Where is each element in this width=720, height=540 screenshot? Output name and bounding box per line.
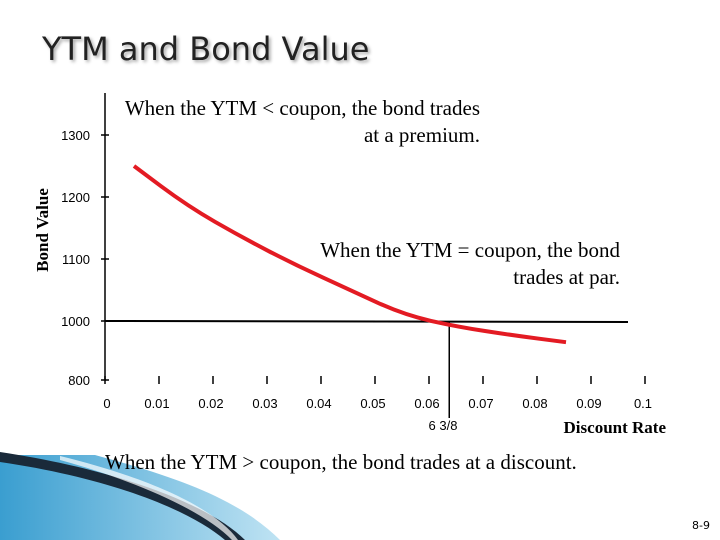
slide-title: YTM and Bond Value: [42, 30, 370, 68]
y-tick-labels: 800 1000 1100 1200 1300: [61, 128, 109, 388]
x-tick-label: 0.08: [522, 396, 547, 411]
coupon-rate-label: 6 3/8: [429, 418, 458, 433]
x-tick-label: 0.03: [252, 396, 277, 411]
x-tick-labels: 0 0.01 0.02 0.03 0.04 0.05 0.06 0.07 0.08 0.09 0.1: [103, 376, 652, 411]
y-tick-label: 1100: [62, 252, 90, 267]
x-tick-label: 0.02: [198, 396, 223, 411]
x-tick-label: 0.1: [634, 396, 652, 411]
y-axis-label: Bond Value: [33, 188, 52, 272]
reference-lines: [104, 320, 629, 418]
x-axis-label: Discount Rate: [564, 418, 667, 437]
x-tick-label: 0.01: [144, 396, 169, 411]
x-tick-label: 0.05: [360, 396, 385, 411]
x-tick-label: 0.09: [576, 396, 601, 411]
y-tick-label: 1200: [61, 190, 90, 205]
x-tick-label: 0: [103, 396, 110, 411]
x-tick-label: 0.04: [306, 396, 331, 411]
y-tick-label: 1000: [61, 314, 90, 329]
par-annotation: When the YTM = coupon, the bond trades a…: [320, 238, 620, 290]
premium-annotation: When the YTM < coupon, the bond trades a…: [124, 96, 480, 148]
discount-annotation: When the YTM > coupon, the bond trades a…: [105, 450, 577, 474]
bond-value-curve: [132, 164, 567, 345]
slide-decoration: [0, 452, 280, 540]
y-tick-label: 1300: [61, 128, 90, 143]
par-value-line: [104, 320, 629, 323]
x-tick-label: 0.07: [468, 396, 493, 411]
y-tick-label: 800: [68, 373, 90, 388]
decor-swoosh-dark: [0, 452, 245, 540]
page-number: 8-9: [692, 519, 710, 532]
x-tick-label: 0.06: [414, 396, 439, 411]
decor-swoosh-highlight: [60, 456, 238, 540]
chart-axes: [104, 93, 106, 381]
